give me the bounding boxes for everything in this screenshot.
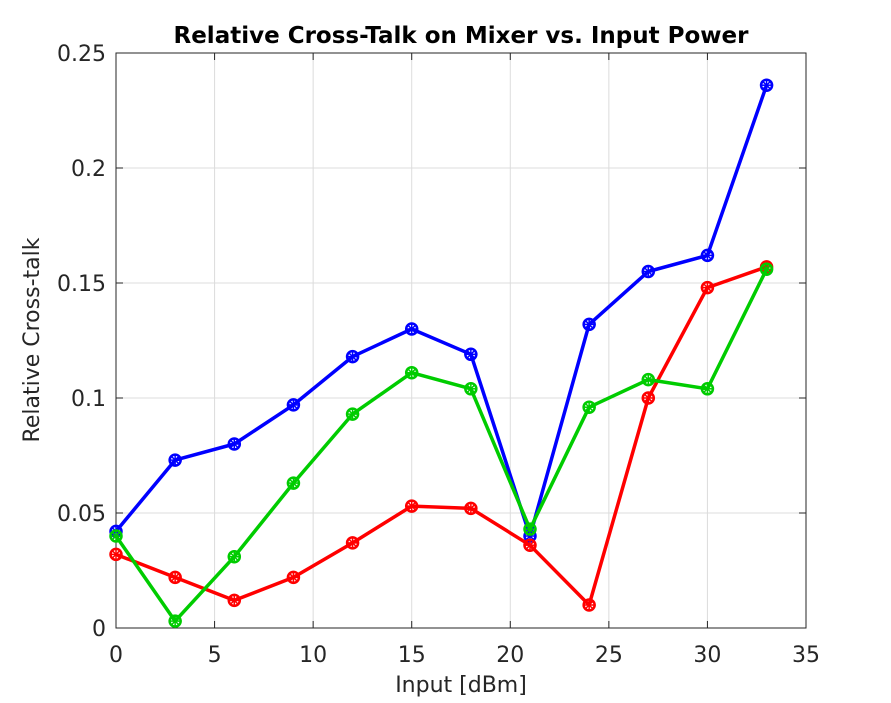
series — [109, 78, 774, 628]
y-tick-label: 0.05 — [57, 502, 106, 527]
y-axis: 0 0.05 0.1 0.15 0.2 0.25 — [57, 42, 806, 642]
data-point — [345, 407, 360, 421]
series-line — [114, 84, 769, 538]
y-tick-label: 0 — [92, 617, 106, 642]
data-point — [464, 382, 478, 396]
y-tick-label: 0.2 — [71, 157, 106, 182]
plot-area — [115, 52, 807, 629]
data-point — [168, 453, 182, 467]
y-tick-label: 0.25 — [57, 42, 106, 67]
data-point — [168, 570, 182, 585]
data-point — [523, 522, 537, 536]
data-point — [404, 365, 419, 380]
data-point — [227, 549, 242, 564]
x-tick-label: 20 — [496, 643, 524, 668]
data-point — [109, 529, 123, 543]
y-tick-label: 0.1 — [71, 387, 106, 412]
x-tick-label: 30 — [693, 643, 721, 668]
data-point — [286, 476, 301, 490]
x-tick-label: 10 — [299, 643, 327, 668]
data-point — [286, 398, 301, 412]
data-point — [759, 78, 774, 92]
y-axis-label: Relative Cross-talk — [20, 237, 45, 442]
y-tick-label: 0.15 — [57, 272, 106, 297]
data-point — [582, 317, 596, 332]
data-point — [523, 538, 537, 552]
x-tick-label: 35 — [792, 643, 820, 668]
chart-title: Relative Cross-Talk on Mixer vs. Input P… — [174, 23, 750, 49]
x-tick-label: 0 — [109, 643, 123, 668]
data-point — [582, 400, 596, 414]
data-point — [286, 570, 301, 585]
data-point — [404, 322, 419, 336]
data-point — [700, 248, 715, 263]
series-3 — [109, 262, 774, 628]
data-point — [641, 391, 656, 405]
data-point — [227, 437, 242, 451]
data-point — [641, 264, 656, 279]
data-point — [345, 536, 360, 550]
data-point — [109, 547, 123, 562]
data-point — [345, 349, 360, 364]
x-tick-label: 5 — [208, 643, 222, 668]
data-point — [227, 593, 242, 608]
x-tick-label: 15 — [398, 643, 426, 668]
x-axis: 0 5 10 15 20 25 30 35 — [109, 53, 820, 668]
x-axis-label: Input [dBm] — [395, 673, 527, 698]
data-point — [700, 280, 715, 295]
data-point — [464, 347, 478, 362]
data-point — [404, 499, 419, 513]
x-tick-label: 25 — [595, 643, 623, 668]
series-line — [114, 268, 769, 623]
data-point — [168, 614, 182, 628]
data-point — [641, 372, 656, 387]
data-point — [759, 262, 774, 276]
data-point — [582, 598, 596, 612]
data-point — [464, 501, 478, 516]
data-point — [700, 382, 715, 396]
